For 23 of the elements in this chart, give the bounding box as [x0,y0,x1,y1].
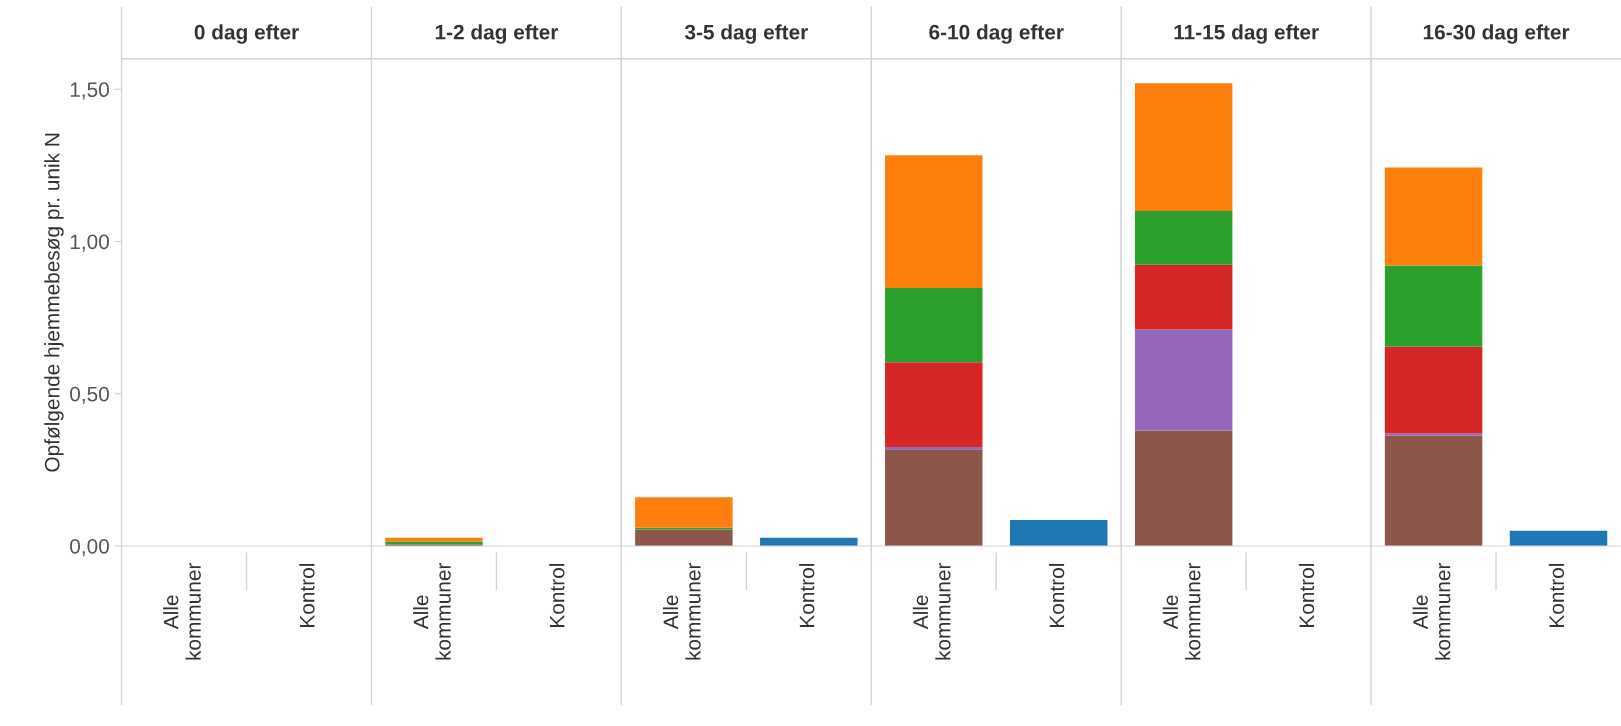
chart-title: 6-10 dag efter [929,24,1064,44]
y-axis-title: Opfølgende hjemmebesøg pr. unik N [44,133,64,472]
x-tick-label: Kontrol [549,564,565,627]
y-tick-label: 1,00 [70,234,109,252]
x-tick-label: Alle kommuner [1412,562,1451,660]
x-tick-label: Kontrol [1049,564,1065,627]
x-tick-label: Kontrol [299,564,315,627]
x-tick-label: Alle kommuner [662,562,701,660]
x-tick-label: Alle kommuner [912,562,951,660]
chart-title: 1-2 dag efter [435,24,559,44]
x-tick-label: Alle kommuner [1162,562,1201,660]
x-tick-label: Alle kommuner [163,562,201,660]
x-tick-label: Kontrol [1548,564,1565,627]
chart-title: 11-15 dag efter [1174,24,1319,44]
y-tick-label: 0,00 [70,538,109,557]
chart-title: 0 dag efter [194,24,299,44]
x-tick-label: Kontrol [799,564,815,627]
chart-title: 3-5 dag efter [684,24,808,44]
x-tick-label: Kontrol [1298,564,1315,627]
x-tick-label: Alle kommuner [413,562,451,660]
chart-title: 16-30 dag efter [1423,24,1570,44]
y-tick-label: 0,50 [70,386,109,404]
y-tick-label: 1,50 [70,82,109,100]
